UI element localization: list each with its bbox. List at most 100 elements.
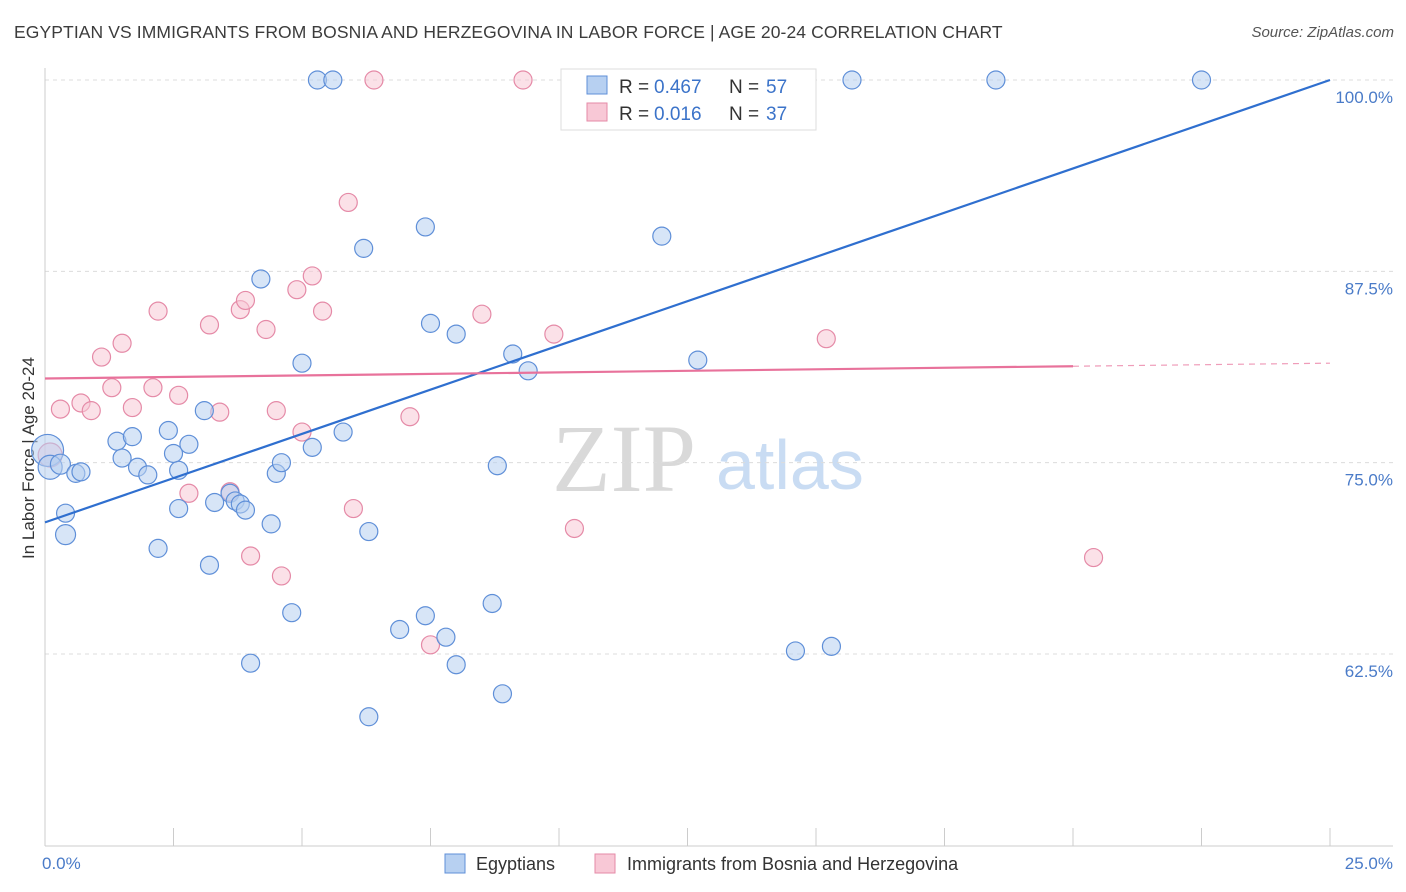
egyptians-point <box>390 619 410 640</box>
bosnia-point <box>816 329 836 349</box>
bottom-legend: Egyptians Immigrants from Bosnia and Her… <box>444 853 959 874</box>
egyptians-point <box>71 462 91 482</box>
egyptians-point <box>49 453 72 475</box>
bosnia-point <box>472 304 492 324</box>
egyptians-point <box>415 217 435 237</box>
watermark-atlas: atlas <box>716 426 864 504</box>
y-tick-labels: 100.0% 87.5% 75.0% 62.5% <box>1335 88 1393 681</box>
legend-n-label-2: N = <box>729 104 759 125</box>
y-tick-label: 87.5% <box>1345 279 1393 298</box>
legend-r-label-2: R = <box>619 104 649 125</box>
bosnia-trend-line <box>44 365 1074 380</box>
egyptians-point <box>323 70 343 90</box>
legend-r-value-2: 0.016 <box>654 104 702 125</box>
bosnia-point <box>50 399 71 419</box>
egyptians-point <box>112 448 132 468</box>
egyptians-point <box>652 226 672 246</box>
bottom-legend-label-egyptians: Egyptians <box>476 854 555 874</box>
egyptians-trend-line <box>44 78 1331 524</box>
bosnia-point <box>343 498 363 519</box>
egyptians-point <box>503 344 523 364</box>
x-tick-label-right: 25.0% <box>1345 854 1393 873</box>
bosnia-point <box>148 301 168 321</box>
egyptians-point <box>179 434 199 454</box>
egyptians-point <box>333 422 353 442</box>
watermark-zip: ZIP <box>552 405 696 512</box>
bosnia-trend-line-extension <box>1072 362 1331 367</box>
legend-r-value-1: 0.467 <box>654 77 702 98</box>
y-tick-label: 100.0% <box>1335 88 1393 107</box>
bosnia-point <box>199 315 220 335</box>
egyptians-point <box>1191 70 1212 90</box>
egyptians-point <box>415 606 435 626</box>
bottom-legend-label-bosnia: Immigrants from Bosnia and Herzegovina <box>627 854 959 874</box>
bosnia-point <box>91 347 112 367</box>
bosnia-point <box>235 290 256 311</box>
egyptians-point <box>359 707 379 727</box>
bosnia-point <box>513 70 533 90</box>
egyptians-point <box>199 555 220 575</box>
egyptians-point <box>785 641 806 661</box>
y-axis-label: In Labor Force | Age 20-24 <box>19 357 38 559</box>
egyptians-point <box>354 238 374 258</box>
legend-n-value-2: 37 <box>766 104 787 125</box>
y-tick-label: 75.0% <box>1345 471 1393 490</box>
egyptians-point <box>282 603 302 623</box>
legend-n-value-1: 57 <box>766 77 787 98</box>
egyptians-point <box>446 655 466 675</box>
egyptians-point <box>482 593 502 614</box>
egyptians-point <box>261 514 281 534</box>
bosnia-point <box>266 401 286 421</box>
bosnia-point <box>271 566 292 586</box>
source-credit: Source: ZipAtlas.com <box>1251 24 1394 41</box>
egyptians-point <box>148 538 168 558</box>
egyptians-point <box>518 361 538 381</box>
egyptians-point <box>205 492 225 513</box>
bosnia-point <box>312 301 333 321</box>
legend-r-label-1: R = <box>619 77 649 98</box>
egyptians-point <box>54 524 77 546</box>
bosnia-point <box>81 401 101 421</box>
egyptians-point <box>420 313 441 333</box>
legend-swatch-pink <box>586 102 608 122</box>
chart-title: EGYPTIAN VS IMMIGRANTS FROM BOSNIA AND H… <box>14 22 1003 42</box>
bosnia-point <box>102 378 122 398</box>
bosnia-point <box>122 397 142 418</box>
egyptians-point <box>436 627 456 647</box>
egyptians-point <box>487 456 507 476</box>
trend-lines <box>44 78 1331 524</box>
egyptians-point <box>688 350 708 370</box>
egyptians-point <box>194 401 214 421</box>
bottom-legend-swatch-egyptians <box>444 853 466 874</box>
bosnia-point <box>364 70 384 90</box>
egyptians-point <box>235 500 256 520</box>
egyptians-point <box>292 353 312 373</box>
watermark: ZIP atlas <box>552 405 864 512</box>
egyptians-point <box>986 70 1006 90</box>
egyptians-point <box>302 437 322 457</box>
bosnia-point <box>302 266 322 286</box>
bosnia-point <box>112 333 132 353</box>
gridlines <box>45 79 1393 655</box>
egyptians-point <box>169 498 189 519</box>
bosnia-point <box>400 407 420 427</box>
bosnia-point <box>420 635 441 655</box>
bosnia-point <box>287 280 307 300</box>
legend-n-label-1: N = <box>729 77 759 98</box>
egyptians-point <box>446 324 466 344</box>
egyptians-point <box>821 636 842 656</box>
series-bosnia-points <box>37 70 1104 655</box>
egyptians-point <box>241 653 261 673</box>
bosnia-point <box>256 319 276 340</box>
bosnia-point <box>564 518 585 539</box>
x-tick-labels: 0.0% 25.0% <box>42 854 1393 873</box>
bosnia-point <box>241 546 261 566</box>
bottom-legend-swatch-bosnia <box>594 853 616 874</box>
bosnia-point <box>143 378 163 398</box>
egyptians-point <box>492 684 513 704</box>
egyptians-point <box>122 427 142 447</box>
bosnia-point <box>179 483 199 503</box>
egyptians-point <box>359 521 379 542</box>
bosnia-point <box>169 385 189 405</box>
